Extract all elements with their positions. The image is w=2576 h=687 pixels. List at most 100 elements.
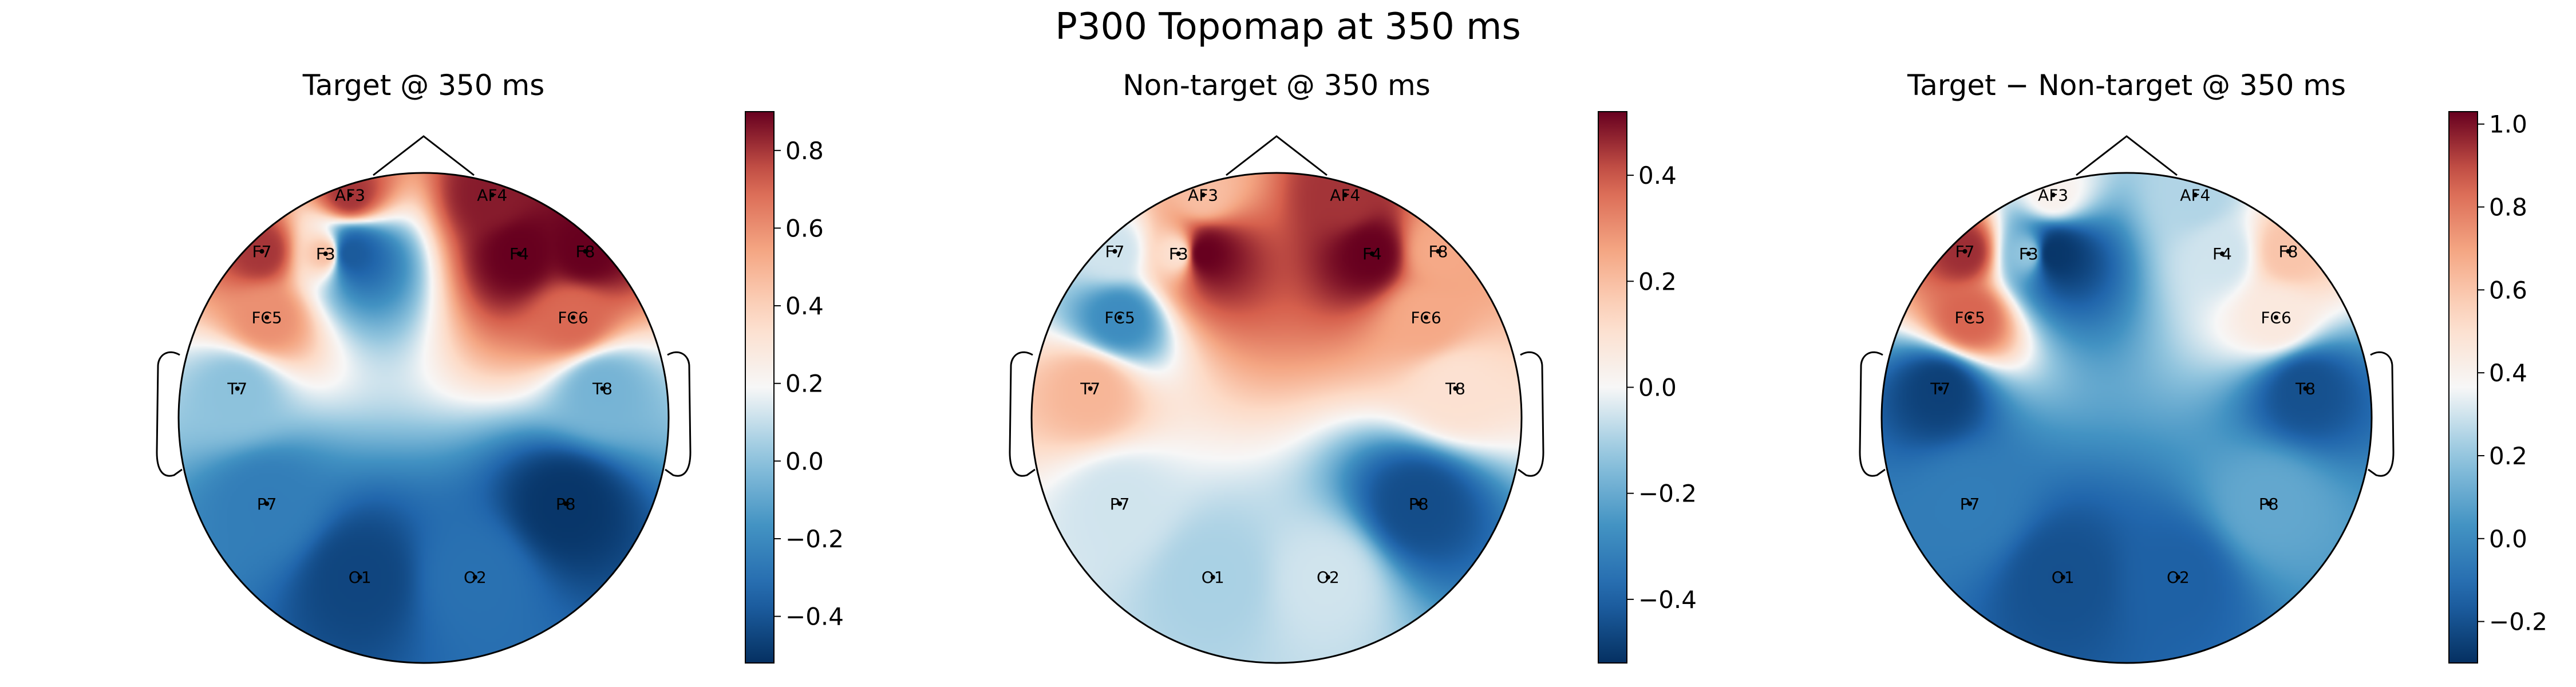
electrode-label-p8: P8 [2259,495,2279,514]
electrode-marker-t8 [600,386,605,391]
colorbar-tick-label: 0.6 [2489,276,2527,304]
electrode-marker-f4 [516,251,521,256]
colorbar-tick-label: −0.2 [2489,608,2547,636]
electrode-marker-f4 [1369,251,1374,256]
electrode-marker-o2 [2175,575,2180,580]
electrode-label-f4: F4 [509,244,529,263]
colorbar-tick-label: −0.4 [1638,586,1697,614]
electrode-marker-f8 [2286,248,2291,254]
electrode-label-f7: F7 [1955,242,1975,261]
electrode-marker-af3 [2050,192,2056,198]
electrode-label-o2: O2 [2167,568,2190,587]
electrode-marker-f3 [323,251,328,256]
electrode-label-f7: F7 [1105,242,1125,261]
nose-outline [2076,135,2178,176]
electrode-label-p7: P7 [1110,495,1130,514]
electrode-marker-fc6 [2274,315,2279,320]
electrode-label-f3: F3 [316,244,335,263]
colorbar: 0.4 0.2 0.0 −0.2 −0.4 [1598,111,1697,664]
electrode-marker-f3 [1176,251,1181,256]
electrode-label-af4: AF4 [2180,186,2210,205]
electrode-label-fc6: FC6 [1411,309,1441,327]
electrode-label-t7: T7 [1080,380,1100,398]
electrode-marker-f7 [1112,248,1117,254]
left-ear-outline [1859,351,1886,477]
colorbar-tick-label: −0.4 [785,603,844,631]
electrode-marker-p8 [563,501,568,506]
electrode-label-o1: O1 [1202,568,1224,587]
electrode-label-f7: F7 [252,242,272,261]
electrode-marker-p7 [1117,501,1123,506]
electrode-label-f3: F3 [1169,244,1188,263]
topomap-field [1032,173,1522,663]
panel-title: Target − Non-target @ 350 ms [1907,69,2346,102]
figure-title: P300 Topomap at 350 ms [1055,6,1521,48]
electrode-marker-f7 [259,248,264,254]
electrode-label-t7: T7 [227,380,247,398]
electrode-marker-af4 [1342,192,1348,198]
electrode-marker-af3 [347,192,353,198]
colorbar-tick-label: 0.2 [1638,267,1677,295]
left-ear-outline [156,351,183,477]
electrode-marker-fc6 [1424,315,1429,320]
colorbar-tick-label: 0.2 [785,370,824,398]
electrode-label-af3: AF3 [1188,186,1218,205]
electrode-label-af4: AF4 [1330,186,1360,205]
electrode-marker-f3 [2026,251,2031,256]
electrode-label-af3: AF3 [2038,186,2068,205]
topomap-field [1882,173,2372,663]
panel-title: Target @ 350 ms [302,69,545,102]
colorbar-tick-label: −0.2 [785,525,844,553]
colorbar-tick-label: 0.8 [785,137,824,165]
panel-title: Non-target @ 350 ms [1123,69,1431,102]
electrode-marker-t7 [1088,386,1093,391]
colorbar-tick-label: 0.8 [2489,194,2527,222]
colorbar-tick-label: 1.0 [2489,110,2527,139]
electrode-label-p7: P7 [1960,495,1980,514]
electrode-marker-f8 [583,248,588,254]
electrode-label-o2: O2 [464,568,487,587]
electrode-label-fc5: FC5 [251,309,282,327]
topomap-panel-1: Target @ 350 ms AF3 AF4 F7 F3 F4 F8 FC5 FC6 T7 T8 P… [156,69,844,664]
electrode-marker-o2 [472,575,477,580]
electrode-marker-fc6 [571,315,576,320]
electrode-label-f3: F3 [2019,244,2038,263]
electrode-label-t7: T7 [1930,380,1950,398]
electrode-marker-t7 [235,386,240,391]
electrode-marker-p8 [2266,501,2271,506]
colorbar-tick-label: 0.0 [2489,525,2527,553]
colorbar-gradient [1598,111,1627,664]
colorbar: 0.8 0.6 0.4 0.2 0.0 −0.2 −0.4 [745,111,844,664]
colorbar-tick-label: 0.6 [785,214,824,242]
head-outline [177,172,670,664]
electrode-label-o1: O1 [349,568,372,587]
electrode-label-f4: F4 [1362,244,1382,263]
colorbar-tick-label: 0.4 [2489,359,2527,387]
colorbar-tick-label: 0.4 [785,292,824,320]
electrode-marker-o1 [2060,575,2065,580]
electrode-marker-fc5 [264,315,270,320]
electrode-marker-af4 [2192,192,2198,198]
topomap-panel-2: Non-target @ 350 ms AF3 AF4 F7 F3 F4 F8 FC5 FC6 T… [1009,69,1697,664]
electrode-label-f8: F8 [2279,242,2298,261]
colorbar-tick-label: −0.2 [1638,480,1697,508]
electrode-marker-t8 [2303,386,2308,391]
colorbar-gradient [745,111,775,664]
colorbar-tick-label: 0.4 [1638,161,1677,189]
electrode-marker-t7 [1938,386,1943,391]
electrode-label-p7: P7 [257,495,277,514]
colorbar-tick-label: 0.0 [785,447,824,475]
electrode-marker-af3 [1200,192,1206,198]
electrode-label-fc6: FC6 [558,309,588,327]
topomap-field [179,173,669,663]
topomap-panel-3: Target − Non-target @ 350 ms AF3 AF4 F7 F3 F4… [1859,69,2547,664]
right-ear-outline [665,351,692,477]
left-ear-outline [1009,351,1036,477]
electrode-marker-p8 [1416,501,1421,506]
electrode-label-o1: O1 [2052,568,2075,587]
head-outline [1880,172,2373,664]
colorbar-tick-label: 0.2 [2489,442,2527,470]
electrode-marker-fc5 [1117,315,1123,320]
head-outline [1030,172,1523,664]
